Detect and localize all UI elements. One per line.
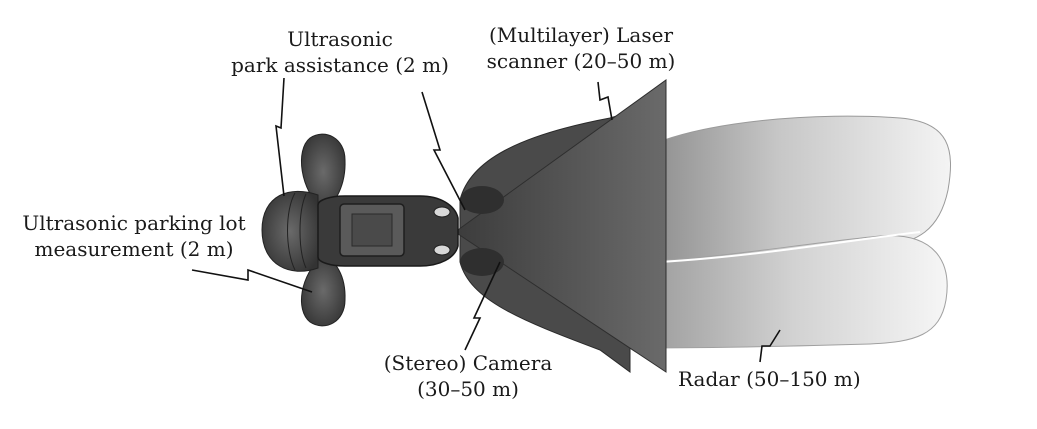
- radar-lobe-divider: [659, 231, 921, 263]
- car-roof-inner: [351, 213, 393, 247]
- laser-scanner-cone: [454, 79, 667, 373]
- label-park-assist: Ultrasonic park assistance (2 m): [231, 27, 449, 77]
- car-headlight-right: [433, 244, 451, 256]
- label-radar: Radar (50–150 m): [678, 367, 861, 391]
- ultrasonic-lobe-top: [300, 133, 346, 211]
- label-camera: (Stereo) Camera (30–50 m): [383, 351, 553, 401]
- ultrasonic-lobe-rear: [261, 190, 319, 272]
- label-laser-scanner: (Multilayer) Laser scanner (20–50 m): [486, 23, 676, 73]
- leader-lot-measure: [191, 268, 313, 293]
- ultrasonic-lobe-bottom: [300, 254, 346, 327]
- leader-park-assist: [275, 77, 285, 197]
- leader-camera: [464, 261, 501, 351]
- leader-park-assist-car: [421, 91, 466, 211]
- ultrasonic-lobe-rear-lines: [287, 192, 307, 271]
- leader-radar: [759, 329, 781, 363]
- car-headlight-left: [433, 206, 451, 218]
- camera-lobe-upper: [460, 186, 504, 214]
- leader-laser: [597, 81, 613, 121]
- camera-lobe-lower: [460, 248, 504, 276]
- label-lot-measurement: Ultrasonic parking lot measurement (2 m): [22, 211, 246, 261]
